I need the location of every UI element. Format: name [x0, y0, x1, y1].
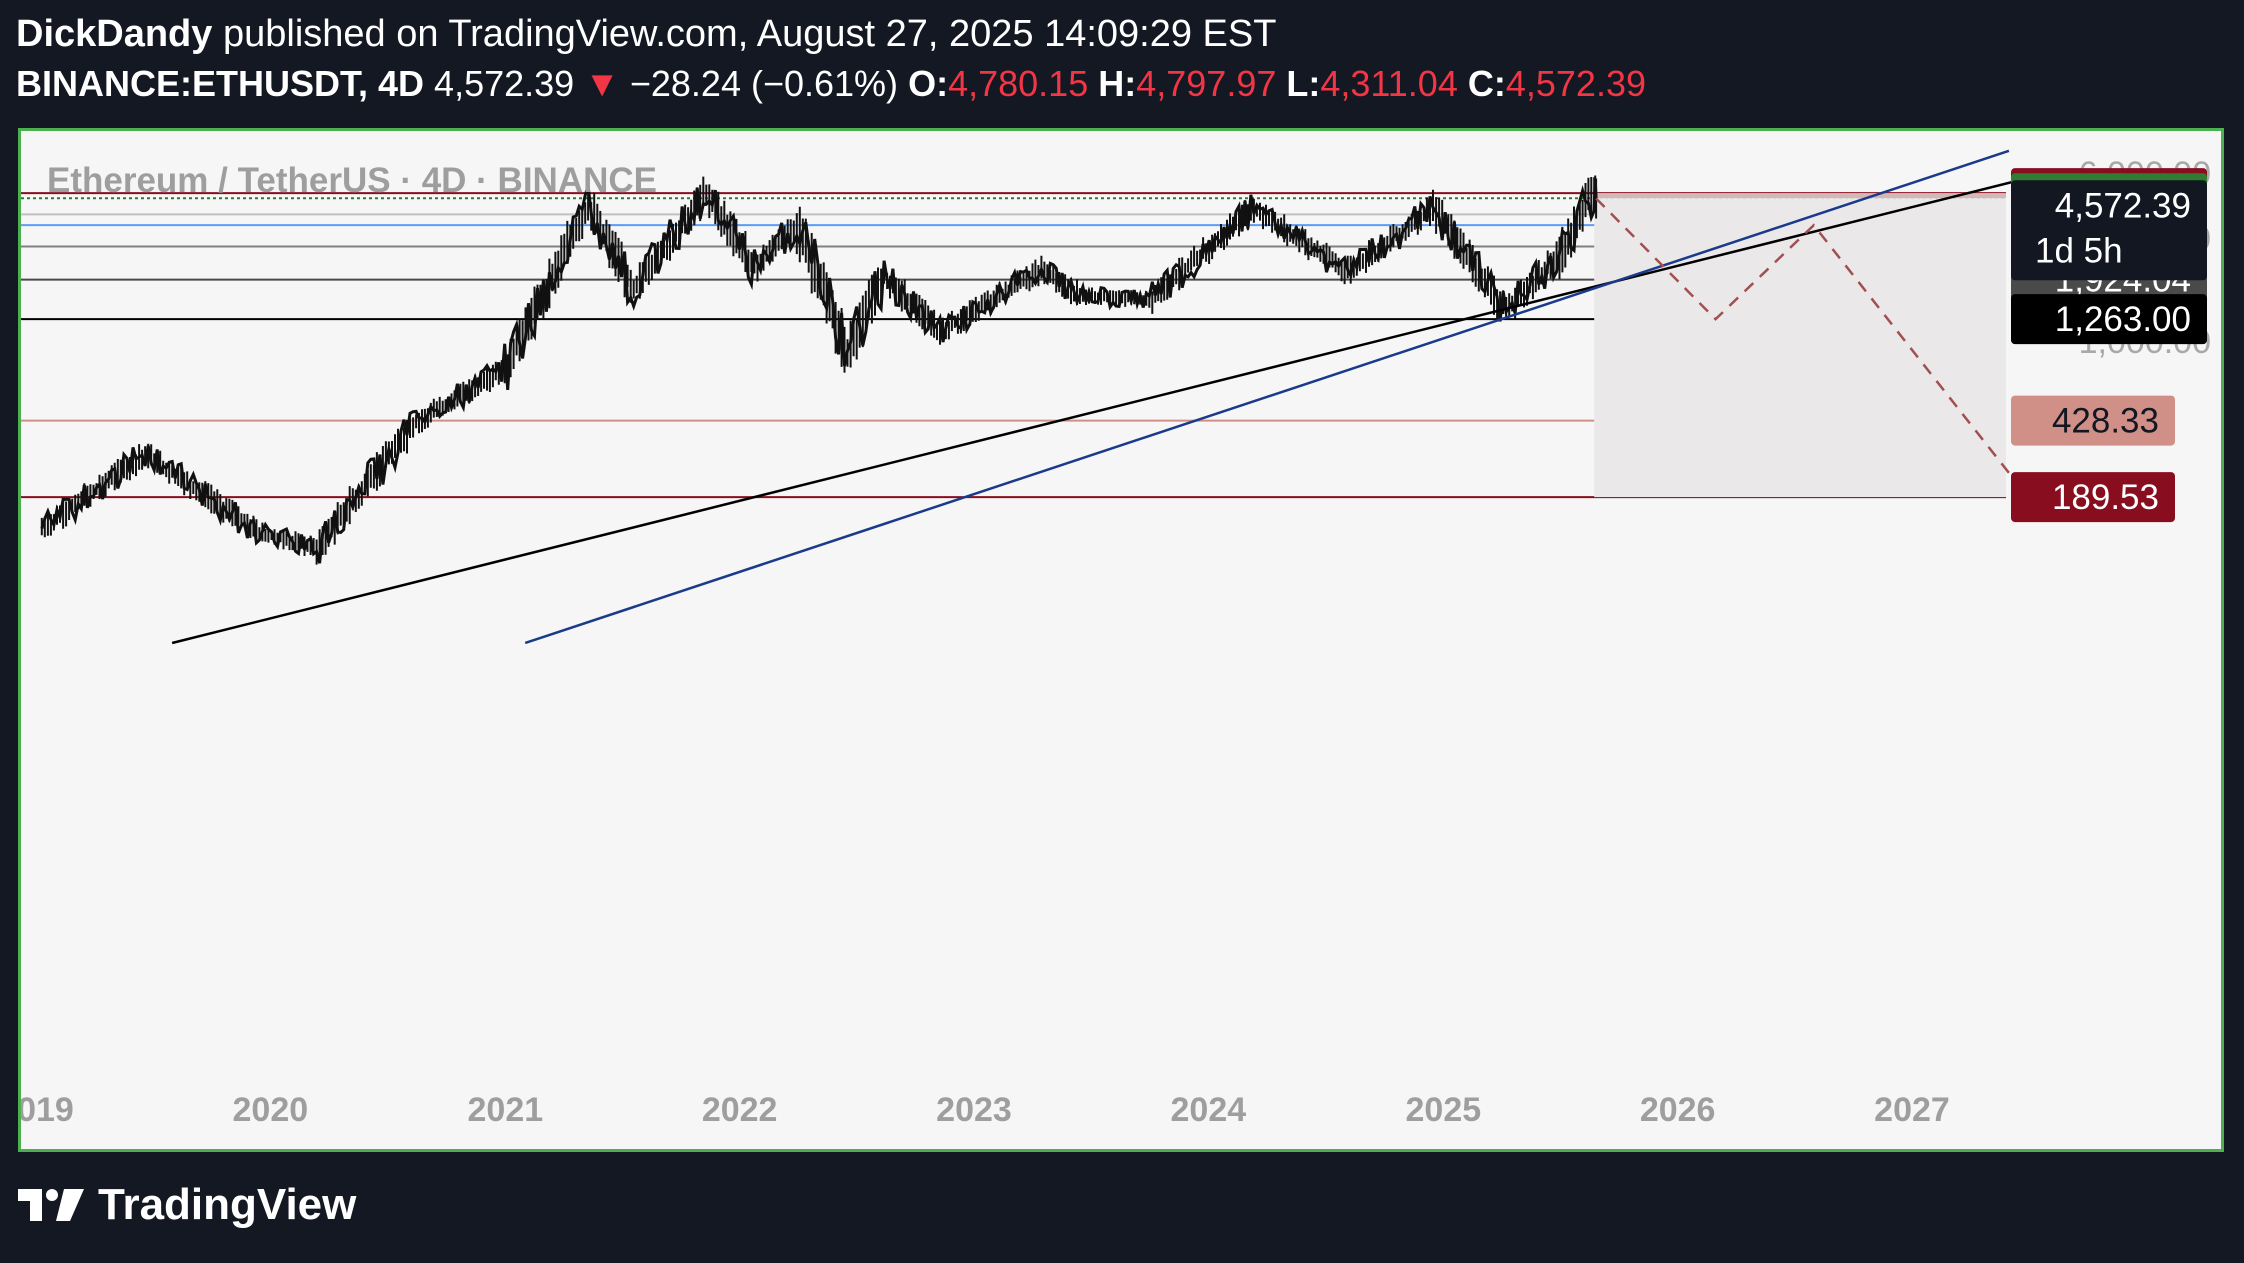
- high-label: H:: [1098, 63, 1137, 104]
- last-price: 4,572.39: [434, 63, 575, 104]
- quote-line: BINANCE:ETHUSDT, 4D 4,572.39 ▼ −28.24 (−…: [16, 58, 1646, 110]
- author-name[interactable]: DickDandy: [16, 13, 213, 55]
- chart-frame[interactable]: 2019202020212022202320242025202620276,00…: [18, 128, 2224, 1152]
- down-triangle-icon: ▼: [584, 63, 620, 104]
- target-zone: [1594, 193, 2006, 199]
- low-value: 4,311.04: [1320, 63, 1458, 104]
- projection-zone: [1594, 198, 2006, 498]
- projection-shade: [1594, 193, 2006, 498]
- logo-text: TradingView: [98, 1180, 357, 1229]
- close-value: 4,572.39: [1505, 63, 1646, 104]
- price-line: [40, 179, 1598, 564]
- level-badge-6-bg: [2011, 294, 2207, 345]
- level-badge-8-bg: [2011, 472, 2175, 523]
- x-axis-label-2021: 2021: [468, 1091, 544, 1129]
- trendlines: [171, 149, 2049, 645]
- x-axis-label-2027: 2027: [1874, 1091, 1950, 1129]
- chart-canvas[interactable]: 2019202020212022202320242025202620276,00…: [21, 131, 2221, 1149]
- trendline-1: [524, 149, 2010, 645]
- x-axis-label-2023: 2023: [936, 1091, 1012, 1129]
- price-series: [40, 175, 1598, 565]
- x-axis-label-2026: 2026: [1640, 1091, 1716, 1129]
- projection-path: [1595, 197, 2030, 499]
- projection-line: [1595, 197, 2030, 499]
- published-info: published on TradingView.com, August 27,…: [222, 13, 1277, 55]
- current-price-badge-bg: [2011, 180, 2207, 281]
- price-wicks: [40, 175, 1598, 565]
- level-badge-8-label: 189.53: [2052, 478, 2159, 517]
- publication-line: DickDandy published on TradingView.com, …: [16, 10, 1646, 58]
- x-axis-label-2020: 2020: [233, 1091, 309, 1129]
- x-axis-label-2019: 2019: [21, 1091, 74, 1129]
- x-axis-label-2025: 2025: [1406, 1091, 1482, 1129]
- symbol-legend: Ethereum / TetherUS · 4D · BINANCE: [47, 161, 657, 200]
- current-price-badge-countdown: 1d 5h: [2035, 231, 2123, 270]
- chart-header: DickDandy published on TradingView.com, …: [16, 10, 1646, 110]
- price-change: −28.24 (−0.61%): [629, 63, 899, 104]
- tradingview-logo-icon: [18, 1189, 84, 1221]
- low-label: L:: [1286, 63, 1321, 104]
- level-badge-7-label: 428.33: [2052, 402, 2159, 441]
- high-value: 4,797.97: [1136, 63, 1277, 104]
- trendline-0: [171, 171, 2049, 645]
- open-value: 4,780.15: [948, 63, 1089, 104]
- x-axis-label-2024: 2024: [1171, 1091, 1247, 1129]
- current-price-badge-label: 4,572.39: [2055, 186, 2191, 225]
- x-axis-label-2022: 2022: [702, 1091, 778, 1129]
- level-badge-6-label: 1,263.00: [2055, 300, 2191, 339]
- price-badges: 4,844.624,585.393,861.523,443.492,741.70…: [2011, 168, 2207, 523]
- symbol-label[interactable]: BINANCE:ETHUSDT, 4D: [16, 63, 425, 104]
- tradingview-logo[interactable]: TradingView: [16, 1180, 356, 1230]
- level-badge-7-bg: [2011, 395, 2175, 446]
- close-label: C:: [1467, 63, 1506, 104]
- open-label: O:: [908, 63, 949, 104]
